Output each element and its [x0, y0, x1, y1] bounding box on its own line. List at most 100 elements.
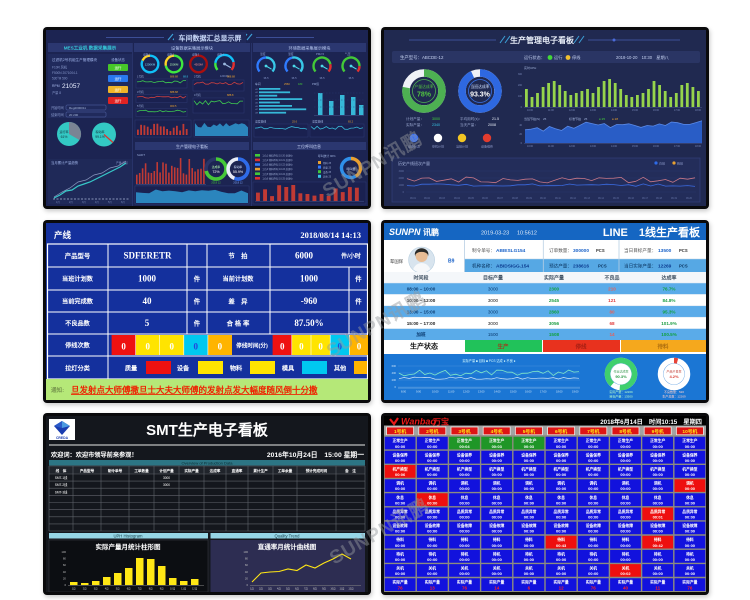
svg-text:88.8: 88.8 — [183, 75, 189, 79]
svg-text:实际产量: 实际产量 — [489, 580, 504, 585]
svg-text:机种名称：: 机种名称： — [472, 263, 495, 270]
svg-text:12: 12 — [559, 586, 565, 591]
svg-text:00:00: 00:00 — [427, 543, 438, 548]
svg-text:制令单号: 制令单号 — [108, 468, 123, 473]
svg-text:72%: 72% — [212, 170, 220, 174]
svg-text:00:00: 00:00 — [427, 500, 438, 505]
svg-text:调机: 调机 — [429, 481, 437, 486]
svg-text:稼动率: 稼动率 — [95, 129, 104, 134]
svg-text:PCS: PCS — [679, 248, 688, 253]
svg-text:实际产量: 实际产量 — [457, 580, 472, 585]
svg-text:工位呼叫信息: 工位呼叫信息 — [297, 143, 321, 149]
svg-text:晚班: 晚班 — [677, 161, 683, 166]
svg-text:件: 件 — [194, 297, 201, 306]
svg-text:00:00: 00:00 — [556, 458, 567, 463]
svg-text:0: 0 — [246, 583, 248, 587]
svg-text:品质异常: 品质异常 — [650, 509, 665, 514]
svg-text:100: 100 — [518, 95, 523, 98]
svg-text:湿度: 湿度 — [288, 52, 294, 56]
svg-text:00:00: 00:00 — [588, 500, 599, 505]
svg-text:-960: -960 — [301, 296, 318, 306]
svg-text:设备保养: 设备保养 — [682, 452, 697, 457]
svg-text:08-15: 08-15 — [613, 198, 620, 200]
svg-text:200: 200 — [518, 84, 523, 87]
svg-text:SMT-3线: SMT-3线 — [55, 489, 68, 494]
svg-text:0: 0 — [218, 342, 223, 352]
svg-text:00:00: 00:00 — [588, 515, 599, 520]
svg-text:08-18: 08-18 — [656, 198, 663, 200]
svg-text:设备保养: 设备保养 — [489, 452, 504, 457]
svg-text:00:00: 00:00 — [395, 529, 406, 534]
svg-text:12269: 12269 — [658, 264, 672, 270]
svg-text:当日目标产量：: 当日目标产量： — [624, 247, 656, 254]
svg-text:SHIFT: SHIFT — [137, 153, 145, 157]
svg-text:3月: 3月 — [268, 587, 272, 591]
svg-text:68: 68 — [609, 321, 615, 326]
svg-text:180: 180 — [298, 82, 303, 86]
svg-text:设备保养: 设备保养 — [618, 452, 633, 457]
svg-text:休息: 休息 — [653, 495, 662, 500]
svg-text:55.9%: 55.9% — [233, 170, 244, 174]
svg-text:待料: 待料 — [396, 537, 404, 542]
svg-text:结束时间: 结束时间 — [51, 112, 64, 117]
svg-text:1000: 1000 — [300, 274, 319, 284]
svg-text:机产换型: 机产换型 — [488, 467, 504, 472]
svg-text:12月: 12月 — [192, 587, 198, 591]
svg-text:实际产量: 实际产量 — [618, 580, 633, 585]
svg-text:11:00: 11:00 — [548, 109, 554, 112]
svg-text:10月: 10月 — [170, 587, 176, 591]
svg-text:实际产量: 实际产量 — [544, 275, 564, 282]
svg-text:实际产量: 实际产量 — [682, 580, 697, 585]
svg-text:15:00: 15:00 — [632, 145, 639, 148]
svg-text:5: 5 — [145, 318, 150, 328]
svg-text:20: 20 — [519, 133, 522, 136]
svg-text:00:00: 00:00 — [427, 515, 438, 520]
svg-text:121: 121 — [608, 298, 616, 303]
svg-text:00:00: 00:00 — [556, 571, 567, 576]
svg-text:产品型号: 产品型号 — [65, 251, 91, 260]
svg-text:当月累计产量趋势: 当月累计产量趋势 — [51, 160, 79, 165]
svg-text:00:00: 00:00 — [395, 486, 406, 491]
svg-text:13: 13 — [430, 586, 436, 591]
svg-text:A7: A7 — [255, 108, 258, 111]
svg-text:设备故障: 设备故障 — [521, 523, 536, 528]
svg-text:设备保养: 设备保养 — [586, 452, 601, 457]
svg-text:调机: 调机 — [396, 481, 404, 486]
svg-text:正常生产: 正常生产 — [618, 438, 633, 443]
svg-text:产线: 产线 — [54, 230, 72, 240]
svg-text:101.9%: 101.9% — [661, 321, 677, 326]
svg-text:0: 0 — [194, 342, 199, 352]
svg-text:当班节拍(S) 25: 当班节拍(S) 25 — [524, 116, 547, 121]
svg-text:运行状态：: 运行状态： — [524, 54, 545, 61]
svg-text:正常生产: 正常生产 — [682, 438, 697, 443]
svg-text:时间段: 时间段 — [413, 275, 428, 282]
svg-text:2018 12: 2018 12 — [211, 181, 221, 185]
svg-text:休息: 休息 — [556, 495, 565, 500]
svg-text:4月: 4月 — [277, 587, 281, 591]
svg-text:08-14: 08-14 — [598, 198, 605, 200]
svg-text:60: 60 — [63, 563, 67, 567]
svg-text:0: 0 — [521, 106, 523, 109]
svg-text:3000: 3000 — [488, 309, 499, 314]
svg-text:12:00: 12:00 — [569, 109, 576, 112]
svg-text:00:00: 00:00 — [492, 529, 503, 534]
svg-text:达成率: 达成率 — [210, 468, 221, 473]
svg-text:实际产量：12269: 实际产量：12269 — [609, 389, 633, 394]
svg-text:00:00: 00:00 — [620, 529, 631, 534]
svg-text:设备故障: 设备故障 — [586, 523, 601, 528]
svg-text:品质异常: 品质异常 — [521, 509, 536, 514]
svg-text:0: 0 — [64, 583, 66, 587]
svg-text:生产: 生产 — [497, 343, 509, 351]
svg-text:累计生产: 累计生产 — [253, 468, 268, 473]
svg-text:MES工业机 数据采集展示: MES工业机 数据采集展示 — [64, 45, 117, 52]
svg-text:3056: 3056 — [549, 321, 560, 326]
svg-text:1200KM: 1200KM — [145, 63, 156, 67]
svg-text:调机: 调机 — [493, 481, 501, 486]
svg-text:100.5%: 100.5% — [661, 332, 677, 337]
svg-text:正常生产: 正常生产 — [457, 438, 472, 443]
svg-text:99.1%: 99.1% — [95, 135, 105, 139]
svg-text:工位1 物料呼叫 10:20 处理中: 工位1 物料呼叫 10:20 处理中 — [262, 153, 293, 157]
svg-text:过滤机2号机组生产管理模块: 过滤机2号机组生产管理模块 — [52, 57, 98, 62]
svg-text:100: 100 — [243, 550, 248, 554]
svg-text:4号机: 4号机 — [491, 428, 503, 435]
